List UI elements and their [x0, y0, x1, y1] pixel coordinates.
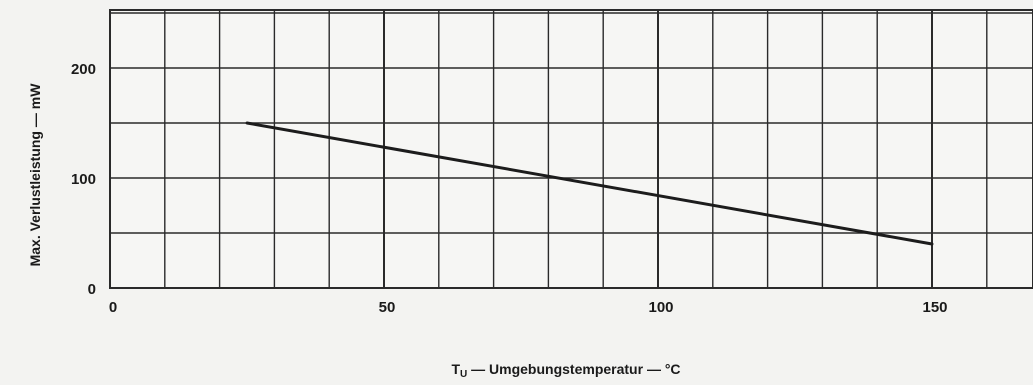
x-axis-label-main: T [451, 361, 460, 377]
y-tick-label: 0 [88, 281, 96, 298]
x-axis-label-rest: — Umgebungstemperatur — °C [467, 361, 680, 377]
x-tick-label: 100 [648, 299, 673, 316]
y-tick-label: 100 [71, 171, 96, 188]
y-tick-label: 200 [71, 61, 96, 78]
series-layer [245, 121, 934, 246]
x-axis-label: TU — Umgebungstemperatur — °C [451, 361, 680, 380]
x-tick-label: 150 [922, 299, 947, 316]
tick-labels: 0 50 100 150 0 100 200 [71, 61, 948, 316]
x-axis-label-subscript: U [460, 369, 467, 380]
series-line-0 [245, 121, 934, 246]
y-axis-label: Max. Verlustleistung — mW [27, 83, 43, 267]
grid [109, 10, 1033, 289]
plot-area [109, 9, 1033, 289]
x-tick-label: 50 [379, 299, 396, 316]
x-tick-label: 0 [109, 299, 117, 316]
